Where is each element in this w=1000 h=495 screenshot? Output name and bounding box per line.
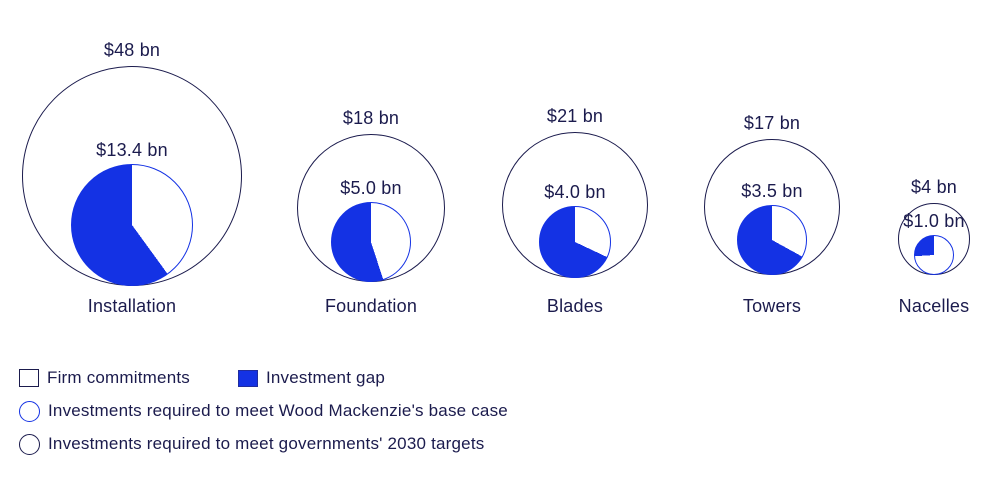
base-case-value-label: $1.0 bn xyxy=(903,211,965,231)
legend-item-2030-targets: Investments required to meet governments… xyxy=(19,433,484,455)
category-label: Towers xyxy=(742,296,802,316)
base-case-value-label: $3.5 bn xyxy=(741,181,803,201)
target-value-label: $21 bn xyxy=(546,106,604,126)
legend-row-commitments-gap: Firm commitments Investment gap xyxy=(19,367,508,389)
legend-item-firm-commitments: Firm commitments xyxy=(19,367,190,389)
base-case-value-label: $5.0 bn xyxy=(340,178,402,198)
target-value-label: $48 bn xyxy=(103,40,161,60)
base-case-pie xyxy=(737,205,807,275)
legend-item-label: Investments required to meet governments… xyxy=(48,434,485,453)
target-value-label: $17 bn xyxy=(743,113,801,133)
legend-item-label: Firm commitments xyxy=(47,368,190,387)
chart-area: $48 bn $13.4 bn Installation $18 bn $5.0 bn F… xyxy=(22,40,970,316)
target-value-label: $4 bn xyxy=(910,177,958,197)
base-case-pie xyxy=(914,235,954,275)
category-label: Blades xyxy=(546,296,604,316)
base-case-pie xyxy=(71,164,193,286)
category-label: Nacelles xyxy=(898,296,970,316)
base-case-pie xyxy=(331,202,411,282)
legend-item-base-case: Investments required to meet Wood Macken… xyxy=(19,400,508,422)
legend-row-2030-targets: Investments required to meet governments… xyxy=(19,433,508,455)
base-case-circle-icon xyxy=(19,400,40,422)
base-case-pie xyxy=(539,206,611,278)
investment-gap-swatch-icon xyxy=(237,369,258,387)
legend-item-label: Investment gap xyxy=(265,368,386,387)
base-case-value-label: $13.4 bn xyxy=(96,140,168,160)
legend-row-base-case: Investments required to meet Wood Macken… xyxy=(19,400,508,422)
legend-item-label: Investments required to meet Wood Macken… xyxy=(48,401,508,420)
target-value-label: $18 bn xyxy=(342,108,400,128)
legend-item-investment-gap: Investment gap xyxy=(237,367,386,389)
targets-2030-circle-icon xyxy=(19,433,40,455)
category-label: Installation xyxy=(87,296,177,316)
firm-commitments-swatch-icon xyxy=(19,369,39,387)
category-label: Foundation xyxy=(324,296,418,316)
base-case-value-label: $4.0 bn xyxy=(544,182,606,202)
legend: Firm commitments Investment gap Investme… xyxy=(19,367,508,455)
